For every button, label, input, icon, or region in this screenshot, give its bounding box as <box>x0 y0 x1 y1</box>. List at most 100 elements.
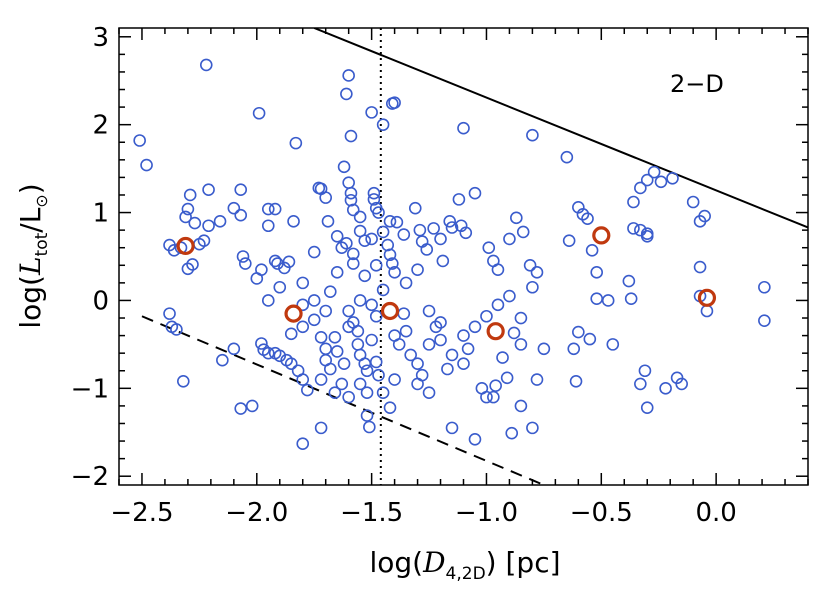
data-point <box>245 399 259 413</box>
data-point <box>319 304 333 318</box>
data-point <box>482 241 496 255</box>
data-point <box>411 377 424 391</box>
x-tick-label: −1.5 <box>340 498 403 528</box>
data-point <box>434 232 447 246</box>
data-point <box>369 258 383 272</box>
data-point <box>503 232 516 246</box>
data-point <box>261 202 275 216</box>
data-point <box>372 368 385 382</box>
data-point <box>268 254 282 268</box>
data-point <box>422 338 436 351</box>
data-point <box>376 283 390 297</box>
data-point <box>365 333 378 347</box>
panel-label: 2−D <box>670 70 724 98</box>
data-point <box>388 329 401 342</box>
data-point <box>457 121 470 135</box>
data-point <box>411 357 424 371</box>
x-tick-label: −1.0 <box>455 498 518 528</box>
data-point <box>413 223 427 237</box>
data-point <box>383 248 397 262</box>
data-point <box>487 390 500 404</box>
data-point <box>514 311 528 325</box>
data-point <box>404 348 417 362</box>
data-point <box>358 269 372 283</box>
data-point <box>634 181 647 195</box>
data-point <box>457 329 470 342</box>
data-point <box>468 320 482 334</box>
data-point <box>606 338 620 351</box>
data-point <box>342 69 355 82</box>
data-point <box>376 225 390 239</box>
data-point <box>252 106 266 120</box>
data-point <box>572 325 585 339</box>
data-point <box>234 208 248 222</box>
y-tick-label: −2 <box>71 462 109 492</box>
data-point <box>188 216 202 230</box>
data-point <box>360 409 374 422</box>
data-point <box>601 294 615 307</box>
data-marks <box>133 28 808 485</box>
highlight-point <box>697 288 717 307</box>
data-point <box>640 227 654 240</box>
data-point <box>638 364 652 378</box>
data-point <box>197 234 211 247</box>
data-point <box>590 292 604 305</box>
data-point <box>503 289 516 303</box>
data-point <box>634 377 647 391</box>
data-point <box>236 250 250 263</box>
data-point <box>526 280 539 294</box>
data-point <box>227 201 241 215</box>
data-point <box>216 353 229 367</box>
data-point <box>399 276 413 290</box>
data-point <box>647 165 661 179</box>
data-point <box>560 150 574 164</box>
data-point <box>321 215 335 228</box>
x-tick-label: −0.5 <box>570 498 633 528</box>
data-point <box>496 351 509 364</box>
data-point <box>480 309 493 323</box>
data-point <box>388 373 401 386</box>
data-point <box>358 357 372 371</box>
data-point <box>420 243 434 256</box>
x-tick-label: −2.5 <box>110 498 173 528</box>
data-point <box>353 210 367 224</box>
data-point <box>140 158 153 172</box>
data-point <box>261 346 275 360</box>
data-point <box>640 401 654 414</box>
data-point <box>457 357 470 371</box>
data-point <box>289 136 303 150</box>
data-point <box>434 316 447 329</box>
data-point <box>323 285 337 298</box>
data-point <box>537 342 551 356</box>
data-point <box>500 371 514 385</box>
data-point <box>353 377 367 391</box>
data-point <box>640 229 654 243</box>
data-point <box>675 377 688 391</box>
data-point <box>441 362 454 376</box>
data-point <box>758 314 771 327</box>
data-point <box>296 373 310 386</box>
lower-limit-line <box>141 315 545 485</box>
data-point <box>234 183 248 197</box>
data-point <box>314 373 328 386</box>
data-point <box>344 129 358 143</box>
data-point <box>627 195 640 209</box>
data-point <box>335 241 349 255</box>
data-point <box>307 294 321 307</box>
data-point <box>480 390 493 404</box>
data-point <box>179 210 192 224</box>
data-point <box>319 191 333 204</box>
data-point <box>372 206 385 219</box>
data-point <box>530 266 544 279</box>
data-point <box>659 382 672 395</box>
data-point <box>287 215 300 228</box>
data-point <box>273 349 287 363</box>
data-point <box>360 364 374 378</box>
data-point <box>296 276 310 290</box>
data-point <box>284 357 298 371</box>
data-point <box>330 266 344 279</box>
data-point <box>427 222 440 235</box>
data-point <box>365 106 378 119</box>
data-point <box>686 195 700 209</box>
data-point <box>351 324 365 338</box>
